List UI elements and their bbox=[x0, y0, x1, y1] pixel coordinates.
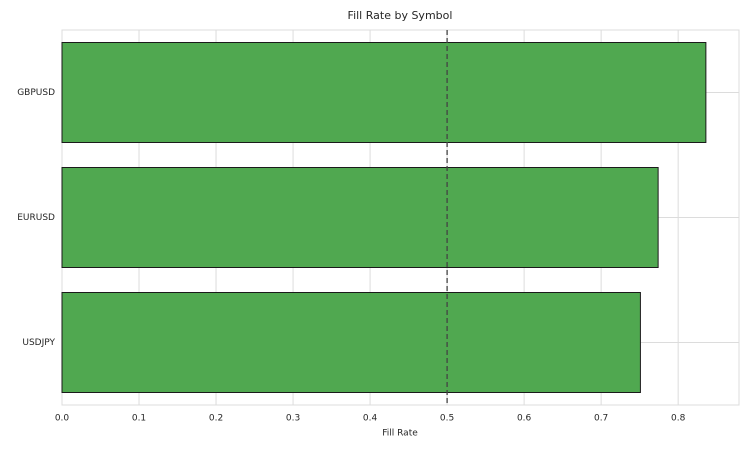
x-tick-label: 0.6 bbox=[517, 414, 532, 424]
y-tick-label: USDJPY bbox=[22, 338, 55, 348]
x-tick-label: 0.8 bbox=[671, 414, 686, 424]
y-tick-label: GBPUSD bbox=[17, 88, 55, 98]
x-tick-label: 0.0 bbox=[55, 414, 70, 424]
bar bbox=[61, 42, 707, 143]
x-tick-label: 0.4 bbox=[363, 414, 378, 424]
bar bbox=[61, 167, 659, 268]
bar bbox=[61, 292, 641, 393]
x-tick-label: 0.7 bbox=[594, 414, 608, 424]
x-tick-label: 0.3 bbox=[286, 414, 300, 424]
y-tick-label: EURUSD bbox=[17, 213, 55, 223]
x-tick-label: 0.2 bbox=[209, 414, 223, 424]
x-tick-label: 0.1 bbox=[132, 414, 146, 424]
chart-title: Fill Rate by Symbol bbox=[348, 9, 453, 22]
x-axis-label: Fill Rate bbox=[382, 429, 418, 439]
x-tick-label: 0.5 bbox=[440, 414, 454, 424]
